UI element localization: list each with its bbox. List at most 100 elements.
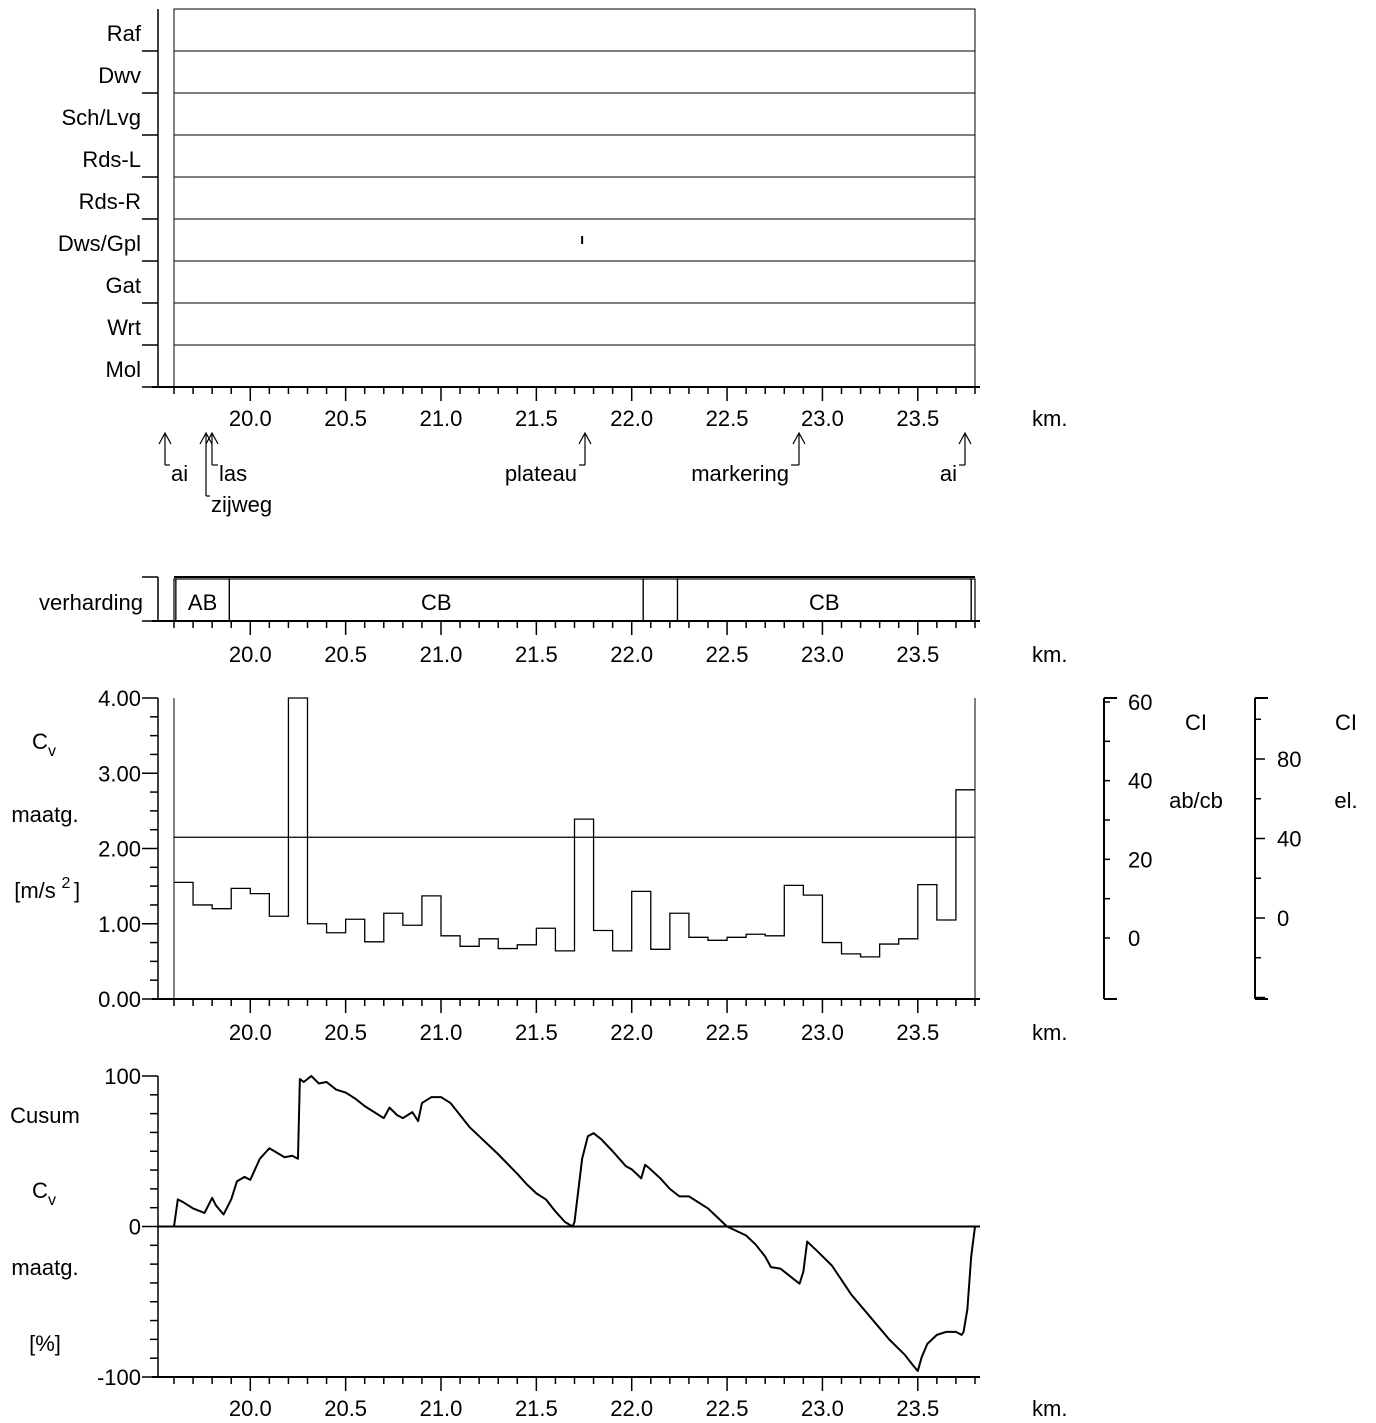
x-tick-label: 23.5 xyxy=(896,1020,939,1045)
y-tick-label: 100 xyxy=(104,1064,141,1089)
x-tick-label: 20.0 xyxy=(229,1020,272,1045)
row-grid-frame xyxy=(173,8,976,388)
row-label: Sch/Lvg xyxy=(62,105,142,130)
x-tick-label: 23.0 xyxy=(801,642,844,667)
x-tick-label: 22.5 xyxy=(706,1396,749,1421)
event-marker: las xyxy=(205,431,247,486)
y-axis-label: [%] xyxy=(29,1331,61,1356)
event-label: markering xyxy=(691,461,789,486)
surface-segment: CB xyxy=(228,578,644,622)
x-tick-label: 21.0 xyxy=(420,642,463,667)
row-label: Gat xyxy=(106,273,141,298)
row-label: Raf xyxy=(107,21,142,46)
x-tick-label: 21.5 xyxy=(515,1020,558,1045)
ci-el-tick-label: 80 xyxy=(1277,747,1301,772)
y-tick-label: -100 xyxy=(97,1365,141,1390)
event-label: zijweg xyxy=(211,492,272,517)
x-tick-label: 22.0 xyxy=(610,1396,653,1421)
event-marker: ai xyxy=(158,431,188,486)
x-tick-label: 22.0 xyxy=(610,642,653,667)
surface-segment: CB xyxy=(676,578,972,622)
ci-el-axis-label: CI xyxy=(1335,710,1357,735)
y-axis-label-superscript: 2 xyxy=(62,875,71,892)
x-tick-label: 23.5 xyxy=(896,406,939,431)
surface-segment xyxy=(642,578,679,622)
row-label: Mol xyxy=(106,357,141,382)
y-axis-label-subscript: v xyxy=(48,743,56,760)
y-tick-label: 1.00 xyxy=(98,912,141,937)
x-tick-label: 20.5 xyxy=(324,406,367,431)
event-arrowhead xyxy=(578,431,592,445)
x-unit-label: km. xyxy=(1032,1396,1067,1421)
x-tick-label: 21.5 xyxy=(515,1396,558,1421)
x-tick-label: 23.0 xyxy=(801,1020,844,1045)
ci-abcb-tick-label: 0 xyxy=(1128,926,1140,951)
event-arrowhead xyxy=(158,431,172,445)
surface-segment-box xyxy=(970,578,976,622)
x-tick-label: 20.5 xyxy=(324,1396,367,1421)
y-tick-label: 4.00 xyxy=(98,686,141,711)
y-axis-label: C xyxy=(32,729,48,754)
x-tick-label: 23.0 xyxy=(801,406,844,431)
x-tick-label: 20.5 xyxy=(324,642,367,667)
y-axis-label: [m/s xyxy=(14,878,56,903)
surface-segment xyxy=(970,578,976,622)
x-tick-label: 21.5 xyxy=(515,642,558,667)
x-tick-label: 23.5 xyxy=(896,642,939,667)
ci-abcb-tick-label: 20 xyxy=(1128,847,1152,872)
y-axis-label: C xyxy=(32,1178,48,1203)
x-unit-label: km. xyxy=(1032,406,1067,431)
x-tick-label: 23.5 xyxy=(896,1396,939,1421)
x-tick-label: 20.0 xyxy=(229,642,272,667)
row-label: Rds-L xyxy=(82,147,141,172)
x-tick-label: 22.0 xyxy=(610,1020,653,1045)
y-tick-label: 0 xyxy=(129,1215,141,1240)
event-marker: ai xyxy=(940,431,972,486)
surface-segment-label: AB xyxy=(188,590,217,615)
ci-el-axis-label: el. xyxy=(1334,788,1357,813)
x-tick-label: 21.0 xyxy=(420,1020,463,1045)
x-tick-label: 23.0 xyxy=(801,1396,844,1421)
cusum-series xyxy=(173,1075,976,1372)
event-arrowhead xyxy=(958,431,972,445)
x-tick-label: 20.0 xyxy=(229,1396,272,1421)
ci-abcb-axis-label: CI xyxy=(1185,710,1207,735)
surface-label: verharding xyxy=(39,590,143,615)
x-tick-label: 21.5 xyxy=(515,406,558,431)
x-tick-label: 22.5 xyxy=(706,406,749,431)
row-label: Rds-R xyxy=(79,189,141,214)
y-tick-label: 2.00 xyxy=(98,837,141,862)
surface-segment: AB xyxy=(175,578,230,622)
x-tick-label: 22.0 xyxy=(610,406,653,431)
event-label: plateau xyxy=(505,461,577,486)
x-tick-label: 22.5 xyxy=(706,1020,749,1045)
y-axis-label: Cusum xyxy=(10,1103,80,1128)
event-arrowhead xyxy=(199,431,213,445)
event-label: ai xyxy=(171,461,188,486)
event-arrowhead xyxy=(205,431,219,445)
y-axis-label: maatg. xyxy=(11,1255,78,1280)
x-tick-label: 22.5 xyxy=(706,642,749,667)
y-axis-label: maatg. xyxy=(11,802,78,827)
x-unit-label: km. xyxy=(1032,642,1067,667)
ci-el-tick-label: 0 xyxy=(1277,906,1289,931)
row-label: Dwv xyxy=(98,63,141,88)
y-tick-label: 0.00 xyxy=(98,987,141,1012)
event-arrowhead xyxy=(792,431,806,445)
surface-segment-label: CB xyxy=(421,590,452,615)
ci-abcb-axis-label: ab/cb xyxy=(1169,788,1223,813)
x-tick-label: 20.0 xyxy=(229,406,272,431)
row-label: Dws/Gpl xyxy=(58,231,141,256)
row-label: Wrt xyxy=(107,315,141,340)
x-unit-label: km. xyxy=(1032,1020,1067,1045)
surface-segment-box xyxy=(642,578,679,622)
y-axis-label: ] xyxy=(74,878,80,903)
cv-step-series xyxy=(174,697,975,958)
event-marker: zijweg xyxy=(199,431,272,517)
event-marker: plateau xyxy=(505,431,592,486)
x-tick-label: 20.5 xyxy=(324,1020,367,1045)
y-axis-label-subscript: v xyxy=(48,1192,56,1209)
x-tick-label: 21.0 xyxy=(420,406,463,431)
x-tick-label: 21.0 xyxy=(420,1396,463,1421)
